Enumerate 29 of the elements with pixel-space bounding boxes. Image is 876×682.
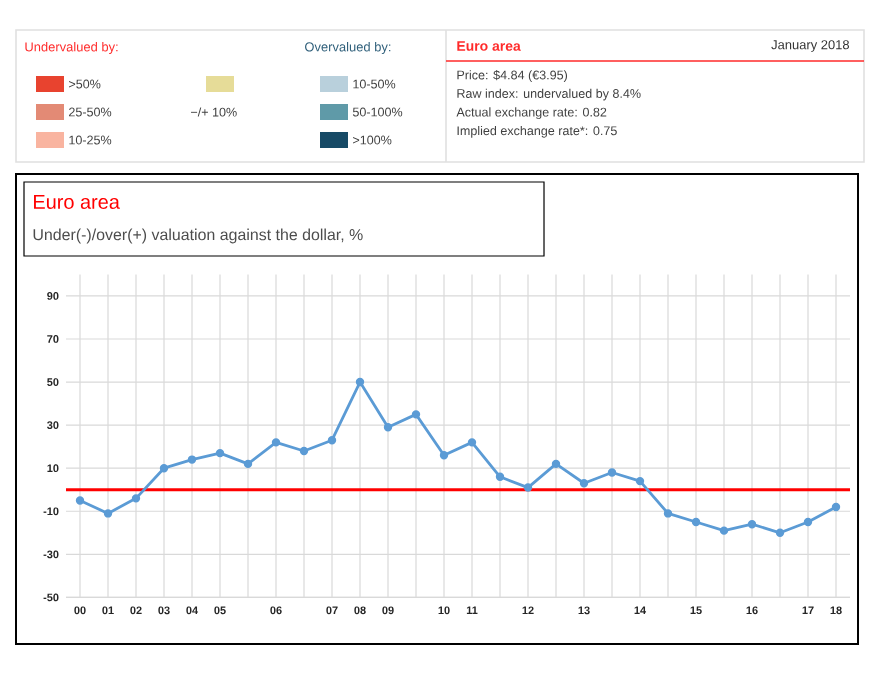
point [803, 517, 813, 527]
point [467, 438, 477, 447]
point [775, 528, 785, 537]
point [271, 438, 281, 447]
point [187, 455, 197, 464]
point [691, 517, 701, 527]
point [523, 483, 533, 492]
point [635, 476, 645, 486]
point [747, 519, 757, 529]
point [495, 472, 505, 482]
chart-title: Euro area [34, 195, 120, 209]
point [159, 464, 169, 473]
point [131, 494, 141, 503]
point [719, 526, 729, 535]
point [439, 451, 449, 460]
point [327, 436, 337, 445]
point [579, 479, 589, 488]
point [355, 377, 365, 387]
point [103, 509, 113, 518]
point [75, 496, 85, 505]
point [607, 468, 617, 477]
point [411, 410, 421, 419]
point [243, 459, 253, 469]
point [383, 423, 393, 432]
point [215, 448, 225, 458]
point [831, 502, 841, 512]
point [663, 509, 673, 518]
point [551, 459, 561, 469]
point [299, 446, 309, 456]
